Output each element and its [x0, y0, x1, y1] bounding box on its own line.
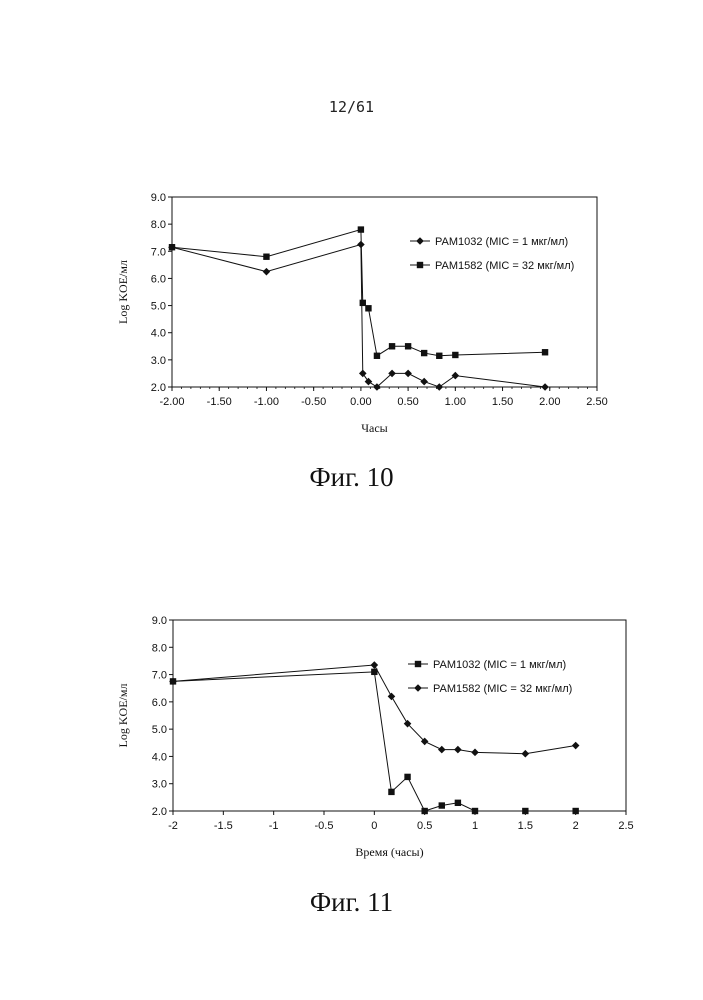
- y-tick-label: 3.0: [151, 355, 166, 367]
- x-tick-label: 2.00: [539, 396, 560, 408]
- y-tick-label: 6.0: [152, 697, 167, 709]
- data-point-series-1: [439, 802, 445, 808]
- y-tick-label: 2.0: [152, 806, 167, 818]
- data-point-series-1: [572, 808, 578, 814]
- x-tick-label: 1.5: [518, 820, 533, 832]
- x-tick-label: 2: [573, 820, 579, 832]
- data-point-series-2: [169, 244, 175, 250]
- data-point-series-1: [404, 370, 412, 378]
- page-number: 12/61: [0, 98, 703, 116]
- data-point-series-2: [358, 226, 364, 232]
- y-tick-label: 4.0: [152, 751, 167, 763]
- data-point-series-1: [404, 774, 410, 780]
- y-tick-label: 8.0: [151, 219, 166, 231]
- data-point-series-1: [522, 808, 528, 814]
- data-point-series-2: [389, 343, 395, 349]
- data-point-series-2: [454, 746, 462, 754]
- y-axis-title: Log KOE/мл: [116, 684, 130, 748]
- data-point-series-2: [471, 749, 479, 757]
- chart-figure-10: 2.0 3.0 4.0 5.0 6.0 7.0 8.0 9.0 -2.00 -1.50 -1.00 -…: [0, 180, 703, 440]
- figure-caption-10: Фиг. 10: [0, 462, 703, 493]
- y-tick-label: 7.0: [152, 670, 167, 682]
- x-tick-label: -2.00: [159, 396, 184, 408]
- y-axis-title: Log KOE/мл: [116, 260, 130, 324]
- y-tick-label: 9.0: [151, 192, 166, 204]
- y-tick-label: 5.0: [152, 724, 167, 736]
- data-point-series-2: [452, 352, 458, 358]
- legend-label: PAM1032 (MIC = 1 мкг/мл): [435, 236, 568, 248]
- plot-area: [173, 620, 626, 811]
- legend-label: PAM1582 (MIC = 32 мкг/мл): [433, 683, 572, 695]
- y-tick-label: 8.0: [152, 642, 167, 654]
- data-point-series-1: [263, 268, 271, 276]
- data-point-series-1: [541, 383, 549, 391]
- figure-caption-11: Фиг. 11: [0, 887, 703, 918]
- data-point-series-1: [420, 378, 428, 386]
- y-tick-label: 6.0: [151, 273, 166, 285]
- data-point-series-2: [388, 693, 396, 701]
- data-point-series-2: [421, 350, 427, 356]
- data-point-series-2: [436, 353, 442, 359]
- data-point-series-2: [374, 353, 380, 359]
- data-point-series-1: [435, 383, 443, 391]
- x-tick-label: -0.50: [301, 396, 326, 408]
- data-point-series-1: [421, 808, 427, 814]
- y-tick-label: 9.0: [152, 615, 167, 627]
- data-point-series-1: [452, 372, 460, 380]
- legend-label: PAM1582 (MIC = 32 мкг/мл): [435, 260, 574, 272]
- y-tick-label: 3.0: [152, 779, 167, 791]
- legend-marker: [415, 661, 421, 667]
- x-tick-label: -0.5: [315, 820, 334, 832]
- data-point-series-1: [455, 800, 461, 806]
- y-tick-label: 7.0: [151, 246, 166, 258]
- data-point-series-2: [365, 305, 371, 311]
- plot-area: [172, 197, 597, 387]
- y-tick-label: 4.0: [151, 328, 166, 340]
- data-point-series-1: [359, 370, 367, 378]
- data-point-series-2: [542, 349, 548, 355]
- series-line-2: [172, 230, 545, 356]
- x-tick-label: 1.00: [445, 396, 466, 408]
- data-point-series-2: [371, 661, 379, 669]
- data-point-series-2: [522, 750, 530, 758]
- data-point-series-1: [388, 789, 394, 795]
- x-tick-label: 1: [472, 820, 478, 832]
- x-tick-label: -1: [269, 820, 279, 832]
- x-tick-label: 0.50: [397, 396, 418, 408]
- x-tick-label: -2: [168, 820, 178, 832]
- x-tick-label: -1.5: [214, 820, 233, 832]
- x-tick-label: 2.5: [618, 820, 633, 832]
- x-tick-label: 0: [371, 820, 377, 832]
- x-tick-label: 0.5: [417, 820, 432, 832]
- chart-figure-11: 2.0 3.0 4.0 5.0 6.0 7.0 8.0 9.0 -2 -1.5 -1 -0.5 0 0.5…: [0, 605, 703, 865]
- legend-label: PAM1032 (MIC = 1 мкг/мл): [433, 659, 566, 671]
- x-axis-title: Время (часы): [355, 845, 423, 859]
- y-tick-label: 5.0: [151, 301, 166, 313]
- x-tick-label: 1.50: [492, 396, 513, 408]
- x-axis-title: Часы: [361, 421, 388, 435]
- x-tick-label: -1.00: [254, 396, 279, 408]
- data-point-series-1: [365, 378, 373, 386]
- data-point-series-2: [360, 300, 366, 306]
- data-point-series-2: [405, 343, 411, 349]
- data-point-series-1: [472, 808, 478, 814]
- legend-marker: [416, 237, 424, 245]
- legend-marker: [417, 262, 423, 268]
- data-point-series-2: [572, 742, 580, 750]
- data-point-series-2: [438, 746, 446, 754]
- x-tick-label: -1.50: [207, 396, 232, 408]
- x-tick-label: 2.50: [586, 396, 607, 408]
- x-tick-label: 0.00: [350, 396, 371, 408]
- legend-marker: [414, 684, 422, 692]
- y-tick-label: 2.0: [151, 382, 166, 394]
- data-point-series-2: [263, 254, 269, 260]
